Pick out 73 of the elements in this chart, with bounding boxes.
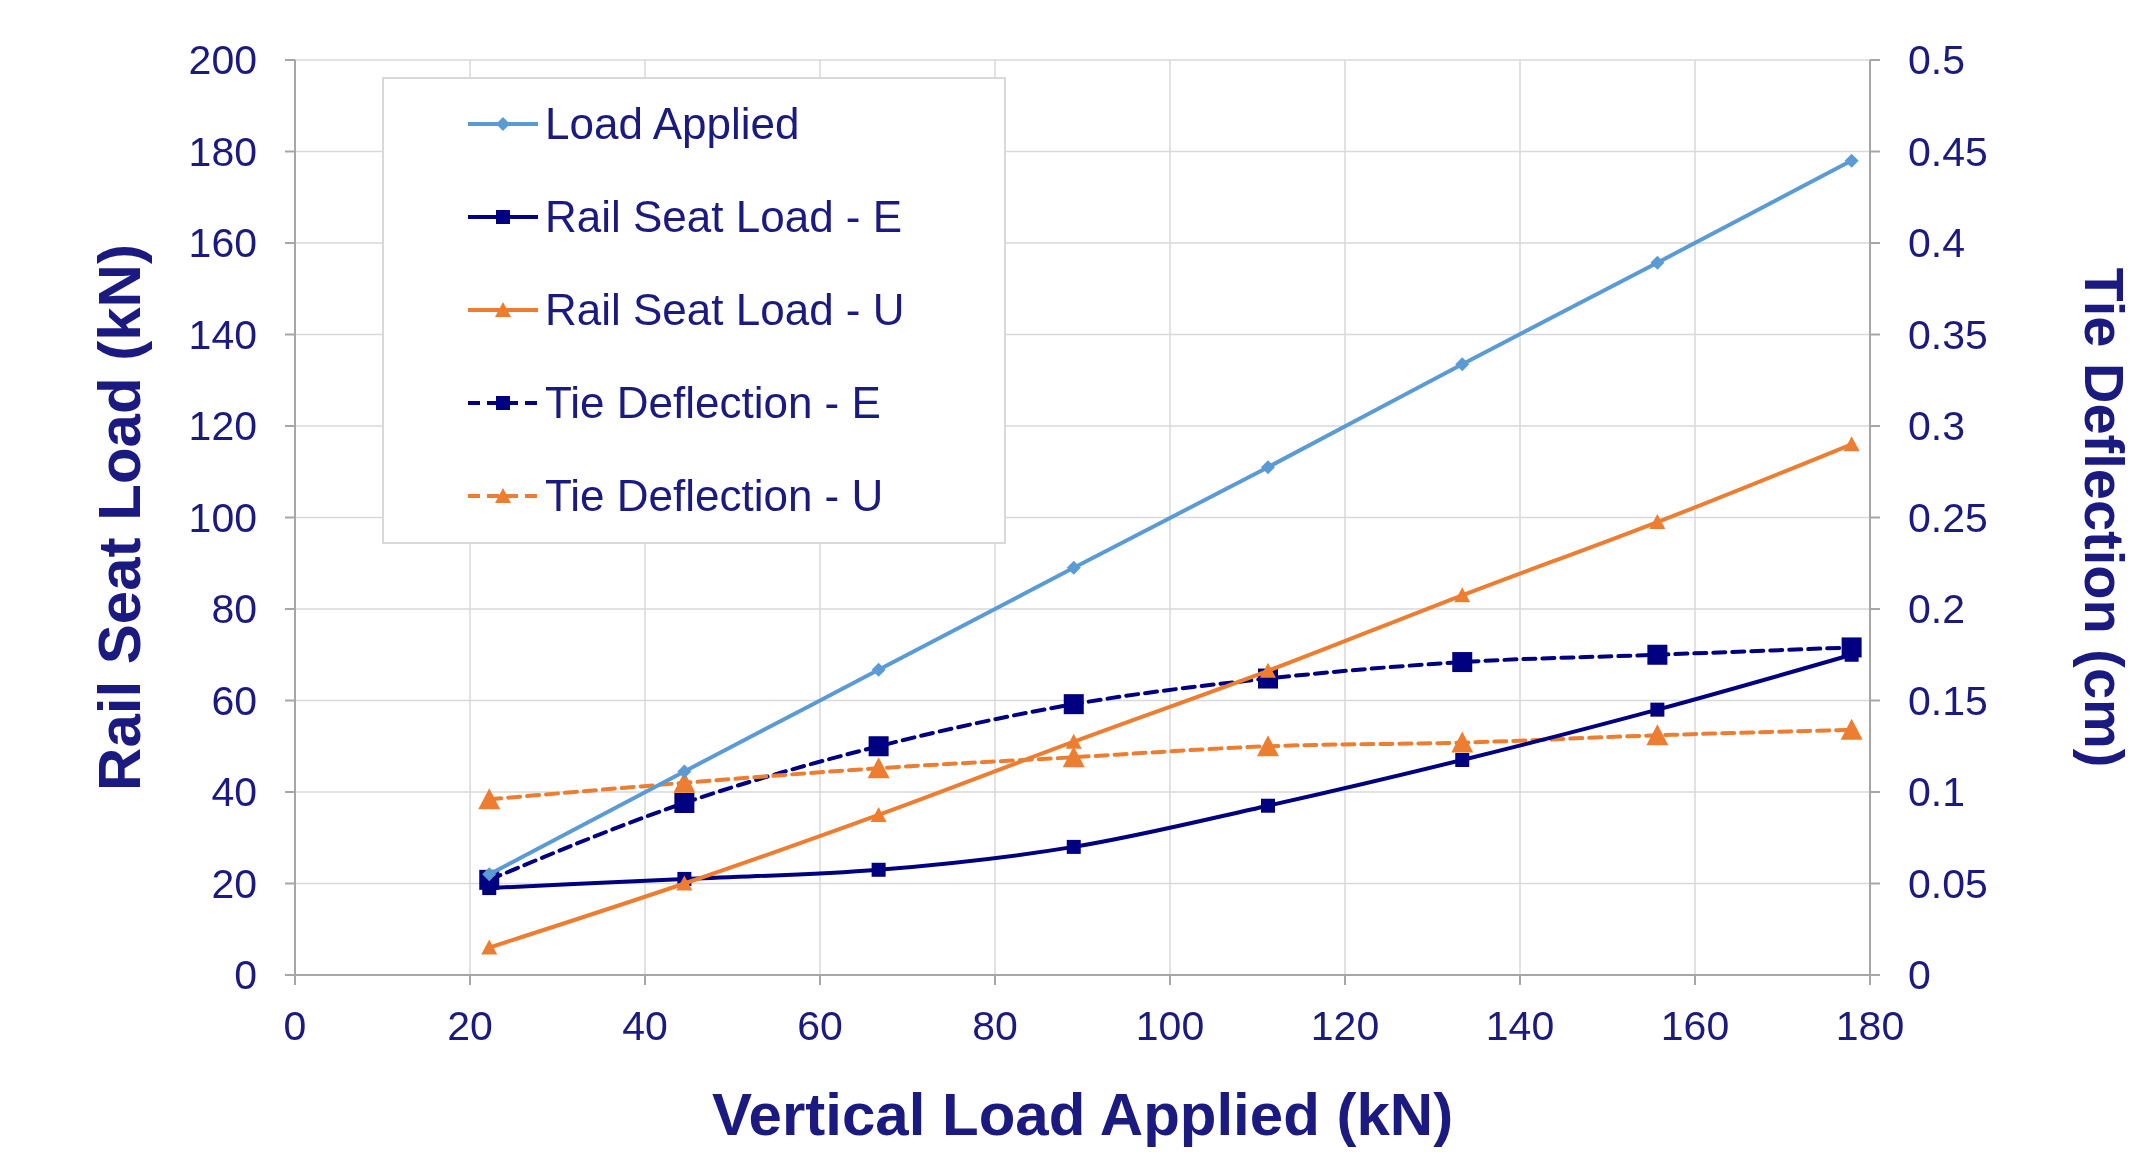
point (677, 764, 692, 779)
y-tick-label: 180 (188, 128, 257, 175)
point (1646, 724, 1669, 746)
y2-tick-label: 0.05 (1908, 860, 1988, 907)
point (1649, 514, 1666, 530)
legend-label: Tie Deflection - U (545, 471, 884, 521)
point (871, 862, 886, 877)
y-tick-label: 140 (188, 311, 257, 358)
point (871, 662, 886, 677)
y2-tick-label: 0.4 (1908, 220, 1965, 267)
point (1257, 735, 1279, 757)
x-tick-label: 20 (447, 1003, 493, 1049)
y-tick-label: 40 (211, 769, 257, 816)
y2-tick-label: 0.25 (1908, 494, 1988, 541)
y2-tick-label: 0.35 (1908, 311, 1988, 358)
y-tick-label: 80 (211, 586, 257, 633)
point (1066, 560, 1081, 575)
x-tick-label: 120 (1310, 1003, 1380, 1049)
point (1261, 798, 1275, 813)
point (1840, 718, 1863, 740)
point (870, 806, 887, 822)
x-tick-label: 40 (622, 1003, 668, 1049)
point (1260, 662, 1276, 678)
y-tick-label: 0 (234, 952, 257, 999)
point (1062, 746, 1085, 768)
point (1650, 702, 1665, 717)
y-axis-title: Rail Seat Load (kN) (86, 244, 153, 791)
point (1843, 436, 1860, 452)
x-tick-label: 140 (1485, 1003, 1555, 1049)
y-tick-label: 160 (188, 220, 257, 267)
point (1065, 733, 1082, 749)
y2-tick-label: 0.3 (1908, 403, 1965, 450)
legend-label: Rail Seat Load - E (545, 192, 903, 242)
point (867, 757, 890, 779)
point (676, 875, 693, 891)
y2-tick-label: 0.2 (1908, 586, 1965, 633)
y-tick-label: 120 (188, 403, 257, 450)
point (1063, 694, 1084, 715)
legend-label: Rail Seat Load - U (545, 285, 905, 335)
point (1454, 587, 1471, 603)
x-tick-label: 160 (1660, 1003, 1730, 1049)
y2-tick-label: 0.1 (1908, 769, 1965, 816)
y2-tick-label: 0.15 (1908, 677, 1988, 724)
point (1455, 752, 1470, 767)
y-tick-label: 20 (211, 860, 257, 907)
y2-tick-label: 0 (1908, 952, 1931, 999)
y-tick-label: 100 (188, 494, 257, 541)
point (868, 736, 889, 757)
point (674, 792, 695, 813)
legend-label: Load Applied (545, 99, 800, 149)
y2-tick-label: 0.5 (1908, 37, 1965, 84)
x-tick-label: 80 (972, 1003, 1018, 1049)
y2-tick-label: 0.45 (1908, 128, 1988, 175)
x-tick-label: 60 (797, 1003, 843, 1049)
point (1261, 460, 1275, 475)
y2-axis-title: Tie Deflection (cm) (2073, 267, 2133, 768)
point (481, 939, 498, 955)
point (1455, 357, 1470, 372)
point (1650, 255, 1665, 270)
point (1647, 644, 1668, 665)
point (478, 788, 501, 810)
x-tick-label: 100 (1135, 1003, 1205, 1049)
point (1452, 652, 1473, 673)
point (1451, 731, 1474, 753)
point (1844, 153, 1859, 168)
y-tick-label: 200 (188, 37, 257, 84)
y-tick-label: 60 (211, 677, 257, 724)
x-axis-title: Vertical Load Applied (kN) (711, 1081, 1454, 1148)
point (482, 881, 497, 896)
x-tick-label: 0 (283, 1003, 307, 1049)
point (1066, 839, 1081, 854)
legend-label: Tie Deflection - E (545, 378, 881, 428)
x-tick-label: 180 (1835, 1003, 1905, 1049)
